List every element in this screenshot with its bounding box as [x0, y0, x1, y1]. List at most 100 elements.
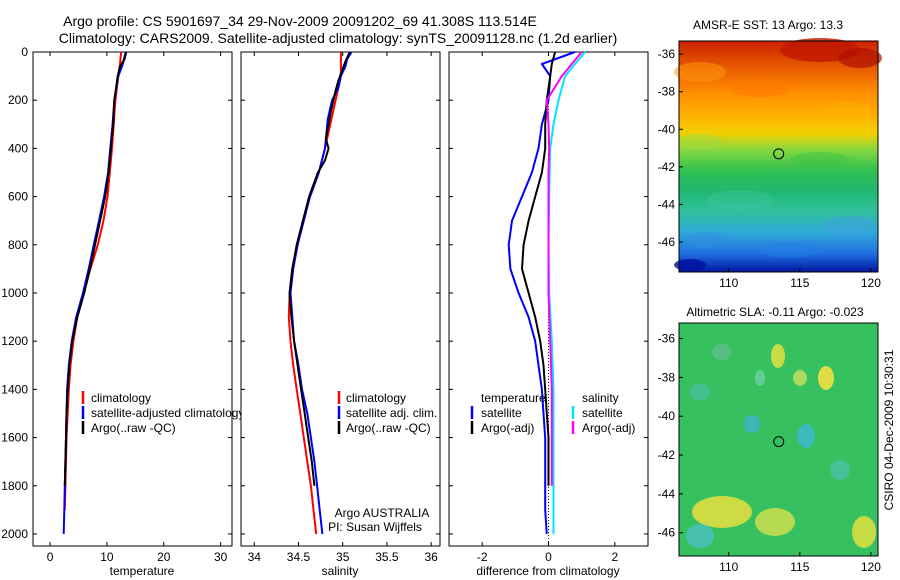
x-tick-label: 0 — [47, 550, 54, 564]
map-x-tick-label: 120 — [861, 276, 881, 290]
x-tick-label: 35.5 — [375, 550, 399, 564]
legend-temperature-heading: temperature — [481, 391, 546, 405]
y-tick-label: 2000 — [1, 527, 28, 541]
sla-texture-patch — [755, 370, 765, 386]
sst-texture-patch — [706, 190, 774, 210]
map-x-tick-label: 115 — [790, 560, 809, 574]
difference-plot-area: -2 0 2 — [449, 51, 648, 564]
y-tick-label: 200 — [8, 93, 28, 107]
legend-climatology-label: climatology — [91, 391, 151, 405]
sla-heatmap-texture — [686, 344, 876, 548]
sla-texture-patch — [797, 424, 815, 448]
y-tick-label: 1600 — [1, 431, 28, 445]
y-tick-label: 1000 — [1, 286, 28, 300]
x-tick-label: 0 — [545, 550, 552, 564]
sst-map-frame — [678, 40, 879, 273]
sla-texture-patch — [686, 524, 714, 548]
map-x-tick-label: 120 — [861, 560, 881, 574]
sla-map-title: Altimetric SLA: -0.11 Argo: -0.023 — [686, 305, 864, 319]
sst-texture-patch — [730, 79, 790, 97]
map-y-tick-label: -42 — [658, 448, 676, 462]
map-y-tick-label: -36 — [658, 332, 676, 346]
legend-salinity-heading: salinity — [582, 391, 619, 405]
sst-map-panel: AMSR-E SST: 13 Argo: 13.3 110 115 120 -36 -3… — [658, 18, 882, 290]
map-y-tick-label: -40 — [658, 409, 676, 423]
legend-temp-argo-label: Argo(-adj) — [481, 421, 534, 435]
difference-series-salinity-argo-adj — [545, 51, 583, 486]
map-y-tick-label: -42 — [658, 160, 676, 174]
temperature-series-argo-raw-qc — [63, 51, 128, 486]
sla-texture-patch — [692, 496, 752, 528]
sst-texture-patch — [824, 216, 876, 234]
sst-texture-patch — [760, 242, 820, 258]
figure-title-line2: Climatology: CARS2009. Satellite-adjuste… — [59, 30, 617, 46]
sst-texture-patch — [790, 152, 850, 168]
argo-float-marker — [773, 436, 785, 448]
x-tick-label: 35 — [336, 550, 350, 564]
x-tick-label: 34 — [248, 550, 262, 564]
sst-texture-patch — [820, 102, 870, 118]
map-y-tick-label: -38 — [658, 85, 676, 99]
sla-texture-patch — [744, 415, 760, 433]
temperature-plot-frame — [32, 51, 233, 547]
temperature-legend: climatology satellite-adjusted climatolo… — [81, 391, 244, 435]
legend-argo-label: Argo(..raw -QC) — [346, 421, 431, 435]
legend-satellite-label: satellite adj. clim. — [346, 406, 437, 420]
salinity-legend: climatology satellite adj. clim. Argo(..… — [337, 391, 437, 435]
y-tick-label: 1400 — [1, 382, 28, 396]
salinity-series-argo-raw-qc — [288, 51, 351, 486]
credit-pi: PI: Susan Wijffels — [328, 520, 422, 534]
map-y-tick-label: -44 — [658, 197, 676, 211]
sst-map-axes: 110 115 120 -36 -38 -40 -42 -44 -46 — [658, 47, 882, 290]
sla-map-frame — [678, 322, 879, 557]
sst-texture-patch — [685, 232, 725, 248]
sla-map-axes: 110 115 120 -36 -38 -40 -42 -44 -46 — [658, 332, 882, 574]
temperature-plot-area: 0 10 20 30 0 200 400 600 800 1000 1200 1400 1600 1800… — [1, 45, 232, 564]
difference-panel: -2 0 2 difference from climatology tempera… — [448, 51, 649, 578]
map-y-tick-label: -46 — [658, 235, 676, 249]
salinity-xlabel: salinity — [322, 564, 359, 578]
sla-texture-patch — [755, 508, 795, 536]
y-tick-label: 0 — [21, 45, 28, 59]
y-tick-label: 400 — [8, 141, 28, 155]
sla-texture-patch — [771, 344, 785, 368]
map-y-tick-label: -36 — [658, 47, 676, 61]
x-tick-label: 36 — [424, 550, 438, 564]
legend-sal-satellite-label: satellite — [582, 406, 623, 420]
figure-title-line1: Argo profile: CS 5901697_34 29-Nov-2009 … — [63, 13, 537, 29]
sla-texture-patch — [818, 366, 834, 390]
map-x-tick-label: 115 — [790, 276, 809, 290]
sla-texture-patch — [690, 384, 710, 400]
sla-texture-patch — [852, 516, 876, 548]
legend-argo-label: Argo(..raw -QC) — [91, 421, 176, 435]
temperature-xlabel: temperature — [110, 564, 175, 578]
map-y-tick-label: -44 — [658, 487, 676, 501]
y-tick-label: 1800 — [1, 479, 28, 493]
sst-heatmap-texture — [674, 38, 882, 271]
difference-legend: temperature satellite Argo(-adj) salinit… — [470, 391, 635, 435]
map-x-tick-label: 110 — [719, 276, 738, 290]
temperature-panel: 0 10 20 30 0 200 400 600 800 1000 1200 1400 1600 1800… — [1, 45, 244, 578]
map-y-tick-label: -38 — [658, 370, 676, 384]
sla-texture-patch — [830, 460, 850, 480]
x-tick-label: 2 — [611, 550, 618, 564]
legend-sal-argo-label: Argo(-adj) — [582, 421, 635, 435]
legend-temp-satellite-label: satellite — [481, 406, 522, 420]
salinity-plot-frame — [240, 51, 441, 547]
sst-texture-patch — [674, 62, 726, 82]
legend-climatology-label: climatology — [346, 391, 406, 405]
x-tick-label: -2 — [477, 550, 488, 564]
salinity-plot-area: 34 34.5 35 35.5 36 — [241, 51, 440, 564]
sla-map-panel: Altimetric SLA: -0.11 Argo: -0.023 110 11… — [658, 305, 882, 574]
sst-texture-patch — [678, 134, 722, 150]
sst-texture-patch — [838, 48, 882, 68]
x-tick-label: 30 — [214, 550, 228, 564]
x-tick-label: 34.5 — [287, 550, 311, 564]
y-tick-label: 600 — [8, 190, 28, 204]
map-y-tick-label: -46 — [658, 526, 676, 540]
map-x-tick-label: 110 — [719, 560, 738, 574]
legend-satellite-label: satellite-adjusted climatology — [91, 406, 244, 420]
y-tick-label: 1200 — [1, 334, 28, 348]
argo-float-marker — [773, 148, 785, 160]
